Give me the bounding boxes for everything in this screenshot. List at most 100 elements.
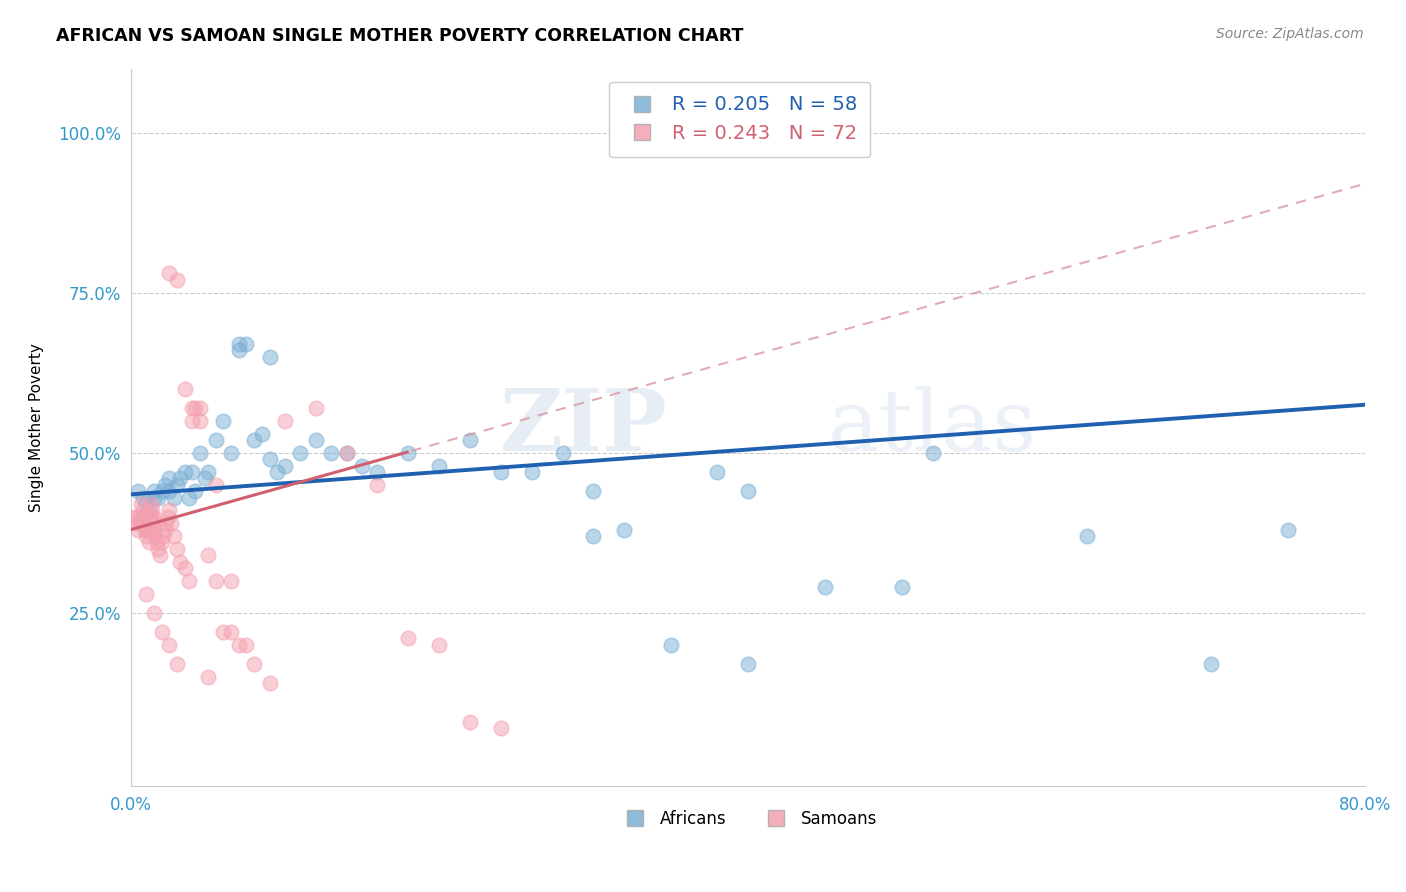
- Point: [321, 446, 343, 460]
- Point: [173, 465, 195, 479]
- Point: [290, 446, 312, 460]
- Point: [188, 401, 211, 415]
- Point: [156, 509, 179, 524]
- Point: [352, 458, 374, 473]
- Point: [136, 509, 159, 524]
- Point: [274, 414, 297, 428]
- Legend: Africans, Samoans: Africans, Samoans: [612, 804, 884, 835]
- Point: [396, 632, 419, 646]
- Point: [551, 446, 574, 460]
- Point: [150, 625, 173, 640]
- Point: [737, 484, 759, 499]
- Point: [250, 426, 273, 441]
- Point: [142, 509, 165, 524]
- Point: [489, 465, 512, 479]
- Point: [157, 267, 180, 281]
- Point: [138, 523, 160, 537]
- Point: [458, 714, 481, 729]
- Point: [1199, 657, 1222, 672]
- Point: [135, 587, 157, 601]
- Point: [149, 548, 172, 562]
- Point: [122, 509, 145, 524]
- Point: [184, 401, 207, 415]
- Point: [184, 484, 207, 499]
- Text: ZIP: ZIP: [499, 385, 668, 469]
- Point: [131, 509, 153, 524]
- Point: [204, 574, 226, 588]
- Point: [427, 638, 450, 652]
- Point: [259, 676, 281, 690]
- Point: [181, 465, 204, 479]
- Point: [520, 465, 543, 479]
- Point: [194, 471, 217, 485]
- Text: AFRICAN VS SAMOAN SINGLE MOTHER POVERTY CORRELATION CHART: AFRICAN VS SAMOAN SINGLE MOTHER POVERTY …: [56, 27, 744, 45]
- Point: [228, 638, 250, 652]
- Point: [163, 529, 186, 543]
- Point: [138, 535, 160, 549]
- Point: [173, 382, 195, 396]
- Point: [366, 477, 388, 491]
- Point: [125, 509, 148, 524]
- Point: [219, 446, 242, 460]
- Point: [143, 516, 166, 531]
- Point: [142, 491, 165, 505]
- Point: [582, 529, 605, 543]
- Point: [138, 503, 160, 517]
- Point: [235, 638, 257, 652]
- Point: [181, 414, 204, 428]
- Text: Source: ZipAtlas.com: Source: ZipAtlas.com: [1216, 27, 1364, 41]
- Point: [197, 548, 219, 562]
- Point: [259, 350, 281, 364]
- Point: [157, 484, 180, 499]
- Text: atlas: atlas: [828, 385, 1038, 468]
- Y-axis label: Single Mother Poverty: Single Mother Poverty: [30, 343, 44, 512]
- Point: [274, 458, 297, 473]
- Point: [153, 477, 176, 491]
- Point: [129, 516, 152, 531]
- Point: [134, 509, 156, 524]
- Point: [153, 523, 176, 537]
- Point: [155, 516, 177, 531]
- Point: [336, 446, 359, 460]
- Point: [228, 343, 250, 358]
- Point: [1076, 529, 1098, 543]
- Point: [148, 541, 170, 556]
- Point: [173, 561, 195, 575]
- Point: [150, 484, 173, 499]
- Point: [489, 721, 512, 735]
- Point: [427, 458, 450, 473]
- Point: [146, 535, 169, 549]
- Point: [139, 497, 162, 511]
- Point: [157, 471, 180, 485]
- Point: [131, 497, 153, 511]
- Point: [132, 491, 155, 505]
- Point: [150, 535, 173, 549]
- Point: [143, 529, 166, 543]
- Point: [219, 574, 242, 588]
- Point: [127, 523, 149, 537]
- Point: [582, 484, 605, 499]
- Point: [197, 670, 219, 684]
- Point: [136, 523, 159, 537]
- Point: [219, 625, 242, 640]
- Point: [135, 529, 157, 543]
- Point: [166, 273, 188, 287]
- Point: [921, 446, 943, 460]
- Point: [243, 433, 266, 447]
- Point: [613, 523, 636, 537]
- Point: [181, 401, 204, 415]
- Point: [166, 477, 188, 491]
- Point: [132, 503, 155, 517]
- Point: [135, 516, 157, 531]
- Point: [737, 657, 759, 672]
- Point: [212, 414, 235, 428]
- Point: [706, 465, 728, 479]
- Point: [157, 638, 180, 652]
- Point: [305, 401, 328, 415]
- Point: [142, 606, 165, 620]
- Point: [169, 471, 191, 485]
- Point: [132, 516, 155, 531]
- Point: [1277, 523, 1299, 537]
- Point: [159, 516, 181, 531]
- Point: [204, 433, 226, 447]
